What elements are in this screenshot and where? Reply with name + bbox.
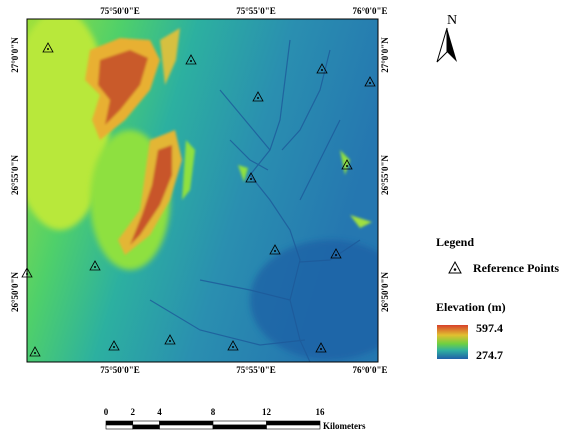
legend-elevation-title: Elevation (m) bbox=[436, 300, 506, 314]
scale-segment bbox=[267, 421, 321, 425]
reference-point-dot bbox=[346, 165, 348, 167]
reference-point-dot bbox=[94, 266, 96, 268]
latitude-label: 27°0'0"N bbox=[10, 37, 20, 73]
reference-point-dot bbox=[274, 250, 276, 252]
scale-bar: 0 2 4 8 12 16 Kilometers bbox=[104, 407, 366, 431]
longitude-label: 76°0'0"E bbox=[352, 365, 387, 375]
longitude-label: 76°0'0"E bbox=[352, 6, 387, 16]
elevation-max: 597.4 bbox=[476, 321, 503, 335]
scale-segment bbox=[160, 425, 214, 429]
reference-point-dot bbox=[232, 346, 234, 348]
reference-point-dot bbox=[257, 97, 259, 99]
latitude-label: 27°0'0"N bbox=[380, 37, 390, 73]
scale-tick-label: 2 bbox=[131, 407, 136, 417]
scale-segment bbox=[213, 425, 267, 429]
scale-tick-label: 8 bbox=[211, 407, 216, 417]
north-arrow bbox=[437, 28, 447, 62]
scale-tick-label: 4 bbox=[157, 407, 162, 417]
latitude-label: 26°50'0"N bbox=[380, 271, 390, 312]
scale-unit: Kilometers bbox=[323, 421, 366, 431]
latitude-label: 26°50'0"N bbox=[10, 271, 20, 312]
longitude-label: 75°50'0"E bbox=[100, 6, 140, 16]
scale-segment bbox=[213, 421, 267, 425]
longitude-label: 75°50'0"E bbox=[100, 365, 140, 375]
reference-point-dot bbox=[47, 48, 49, 50]
reference-point-dot bbox=[321, 69, 323, 71]
legend-point-icon bbox=[449, 262, 461, 273]
scale-tick-label: 0 bbox=[104, 407, 109, 417]
legend-reference-points: Reference Points bbox=[473, 261, 559, 275]
scale-tick-label: 12 bbox=[262, 407, 272, 417]
reference-point-dot bbox=[335, 254, 337, 256]
reference-point-dot bbox=[369, 82, 371, 84]
longitude-label: 75°55'0"E bbox=[236, 365, 276, 375]
legend-point-dot bbox=[454, 268, 457, 271]
scale-segment bbox=[106, 425, 133, 429]
north-label: N bbox=[447, 13, 457, 28]
reference-point-dot bbox=[26, 273, 28, 275]
longitude-label: 75°55'0"E bbox=[236, 6, 276, 16]
legend-title: Legend bbox=[436, 235, 474, 249]
latitude-label: 26°55'0"N bbox=[380, 154, 390, 195]
scale-segment bbox=[267, 425, 321, 429]
reference-point-dot bbox=[190, 60, 192, 62]
map-page: 75°50'0"E 75°50'0"E 75°55'0"E 75°55'0"E 76°0… bbox=[0, 0, 577, 439]
elevation-raster bbox=[10, 10, 410, 362]
reference-point-dot bbox=[250, 178, 252, 180]
elevation-colorbar bbox=[437, 325, 468, 359]
north-arrow bbox=[447, 28, 457, 62]
latitude-label: 26°55'0"N bbox=[10, 154, 20, 195]
reference-point-dot bbox=[113, 346, 115, 348]
scale-segment bbox=[133, 421, 160, 425]
reference-point-dot bbox=[320, 348, 322, 350]
scale-segment bbox=[133, 425, 160, 429]
elevation-min: 274.7 bbox=[476, 348, 503, 362]
scale-segment bbox=[106, 421, 133, 425]
reference-point-dot bbox=[34, 352, 36, 354]
reference-point-dot bbox=[169, 340, 171, 342]
scale-segment bbox=[160, 421, 214, 425]
scale-tick-label: 16 bbox=[316, 407, 326, 417]
